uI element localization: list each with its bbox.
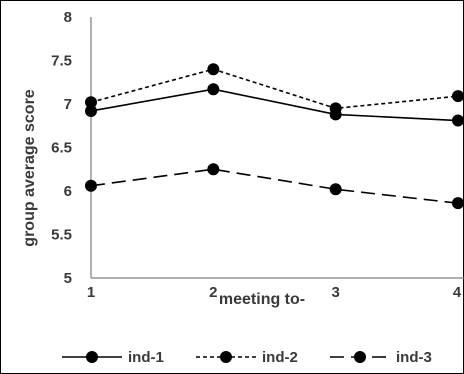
data-point-ind-3 bbox=[329, 183, 342, 196]
x-tick-labels: 1 2 3 4 bbox=[87, 284, 462, 301]
legend: ind-1 ind-2 ind-3 bbox=[62, 349, 432, 366]
series-line-ind-1 bbox=[90, 88, 459, 122]
legend-label: ind-2 bbox=[262, 349, 298, 366]
data-point-ind-1 bbox=[452, 114, 464, 127]
legend-label: ind-3 bbox=[396, 349, 432, 366]
x-axis-label: meeting to- bbox=[219, 291, 305, 308]
legend-swatch-marker bbox=[220, 351, 232, 363]
data-point-ind-1 bbox=[85, 104, 97, 117]
y-tick-labels: 5 5.5 6 6.5 7 7.5 8 bbox=[51, 9, 72, 287]
data-point-ind-2 bbox=[329, 102, 342, 115]
y-tick-label: 6 bbox=[64, 183, 72, 200]
data-point-ind-1 bbox=[207, 83, 220, 96]
series-lines bbox=[90, 68, 459, 204]
y-tick-label: 5 bbox=[64, 270, 72, 287]
series-line-ind-2 bbox=[90, 68, 459, 110]
series-line-ind-3 bbox=[90, 168, 459, 204]
y-tick-label: 7 bbox=[64, 96, 72, 113]
data-point-ind-3 bbox=[85, 179, 97, 192]
y-tick-label: 5.5 bbox=[51, 227, 72, 244]
data-point-ind-2 bbox=[452, 90, 464, 103]
y-tick-label: 8 bbox=[64, 9, 72, 26]
x-tick-label: 2 bbox=[209, 284, 217, 301]
legend-label: ind-1 bbox=[128, 349, 164, 366]
axes bbox=[90, 17, 464, 279]
x-tick-label: 4 bbox=[453, 284, 462, 301]
x-tick-label: 3 bbox=[331, 284, 339, 301]
y-tick-label: 6.5 bbox=[51, 140, 72, 157]
legend-swatch-marker bbox=[354, 351, 366, 363]
series-points bbox=[85, 63, 464, 210]
data-point-ind-2 bbox=[85, 96, 97, 109]
legend-swatch-marker bbox=[86, 351, 98, 363]
y-axis-label: group average score bbox=[21, 89, 38, 247]
data-point-ind-3 bbox=[452, 197, 464, 210]
data-point-ind-3 bbox=[207, 163, 220, 176]
x-tick-label: 1 bbox=[87, 284, 95, 301]
data-point-ind-2 bbox=[207, 63, 220, 76]
y-tick-label: 7.5 bbox=[51, 53, 72, 70]
